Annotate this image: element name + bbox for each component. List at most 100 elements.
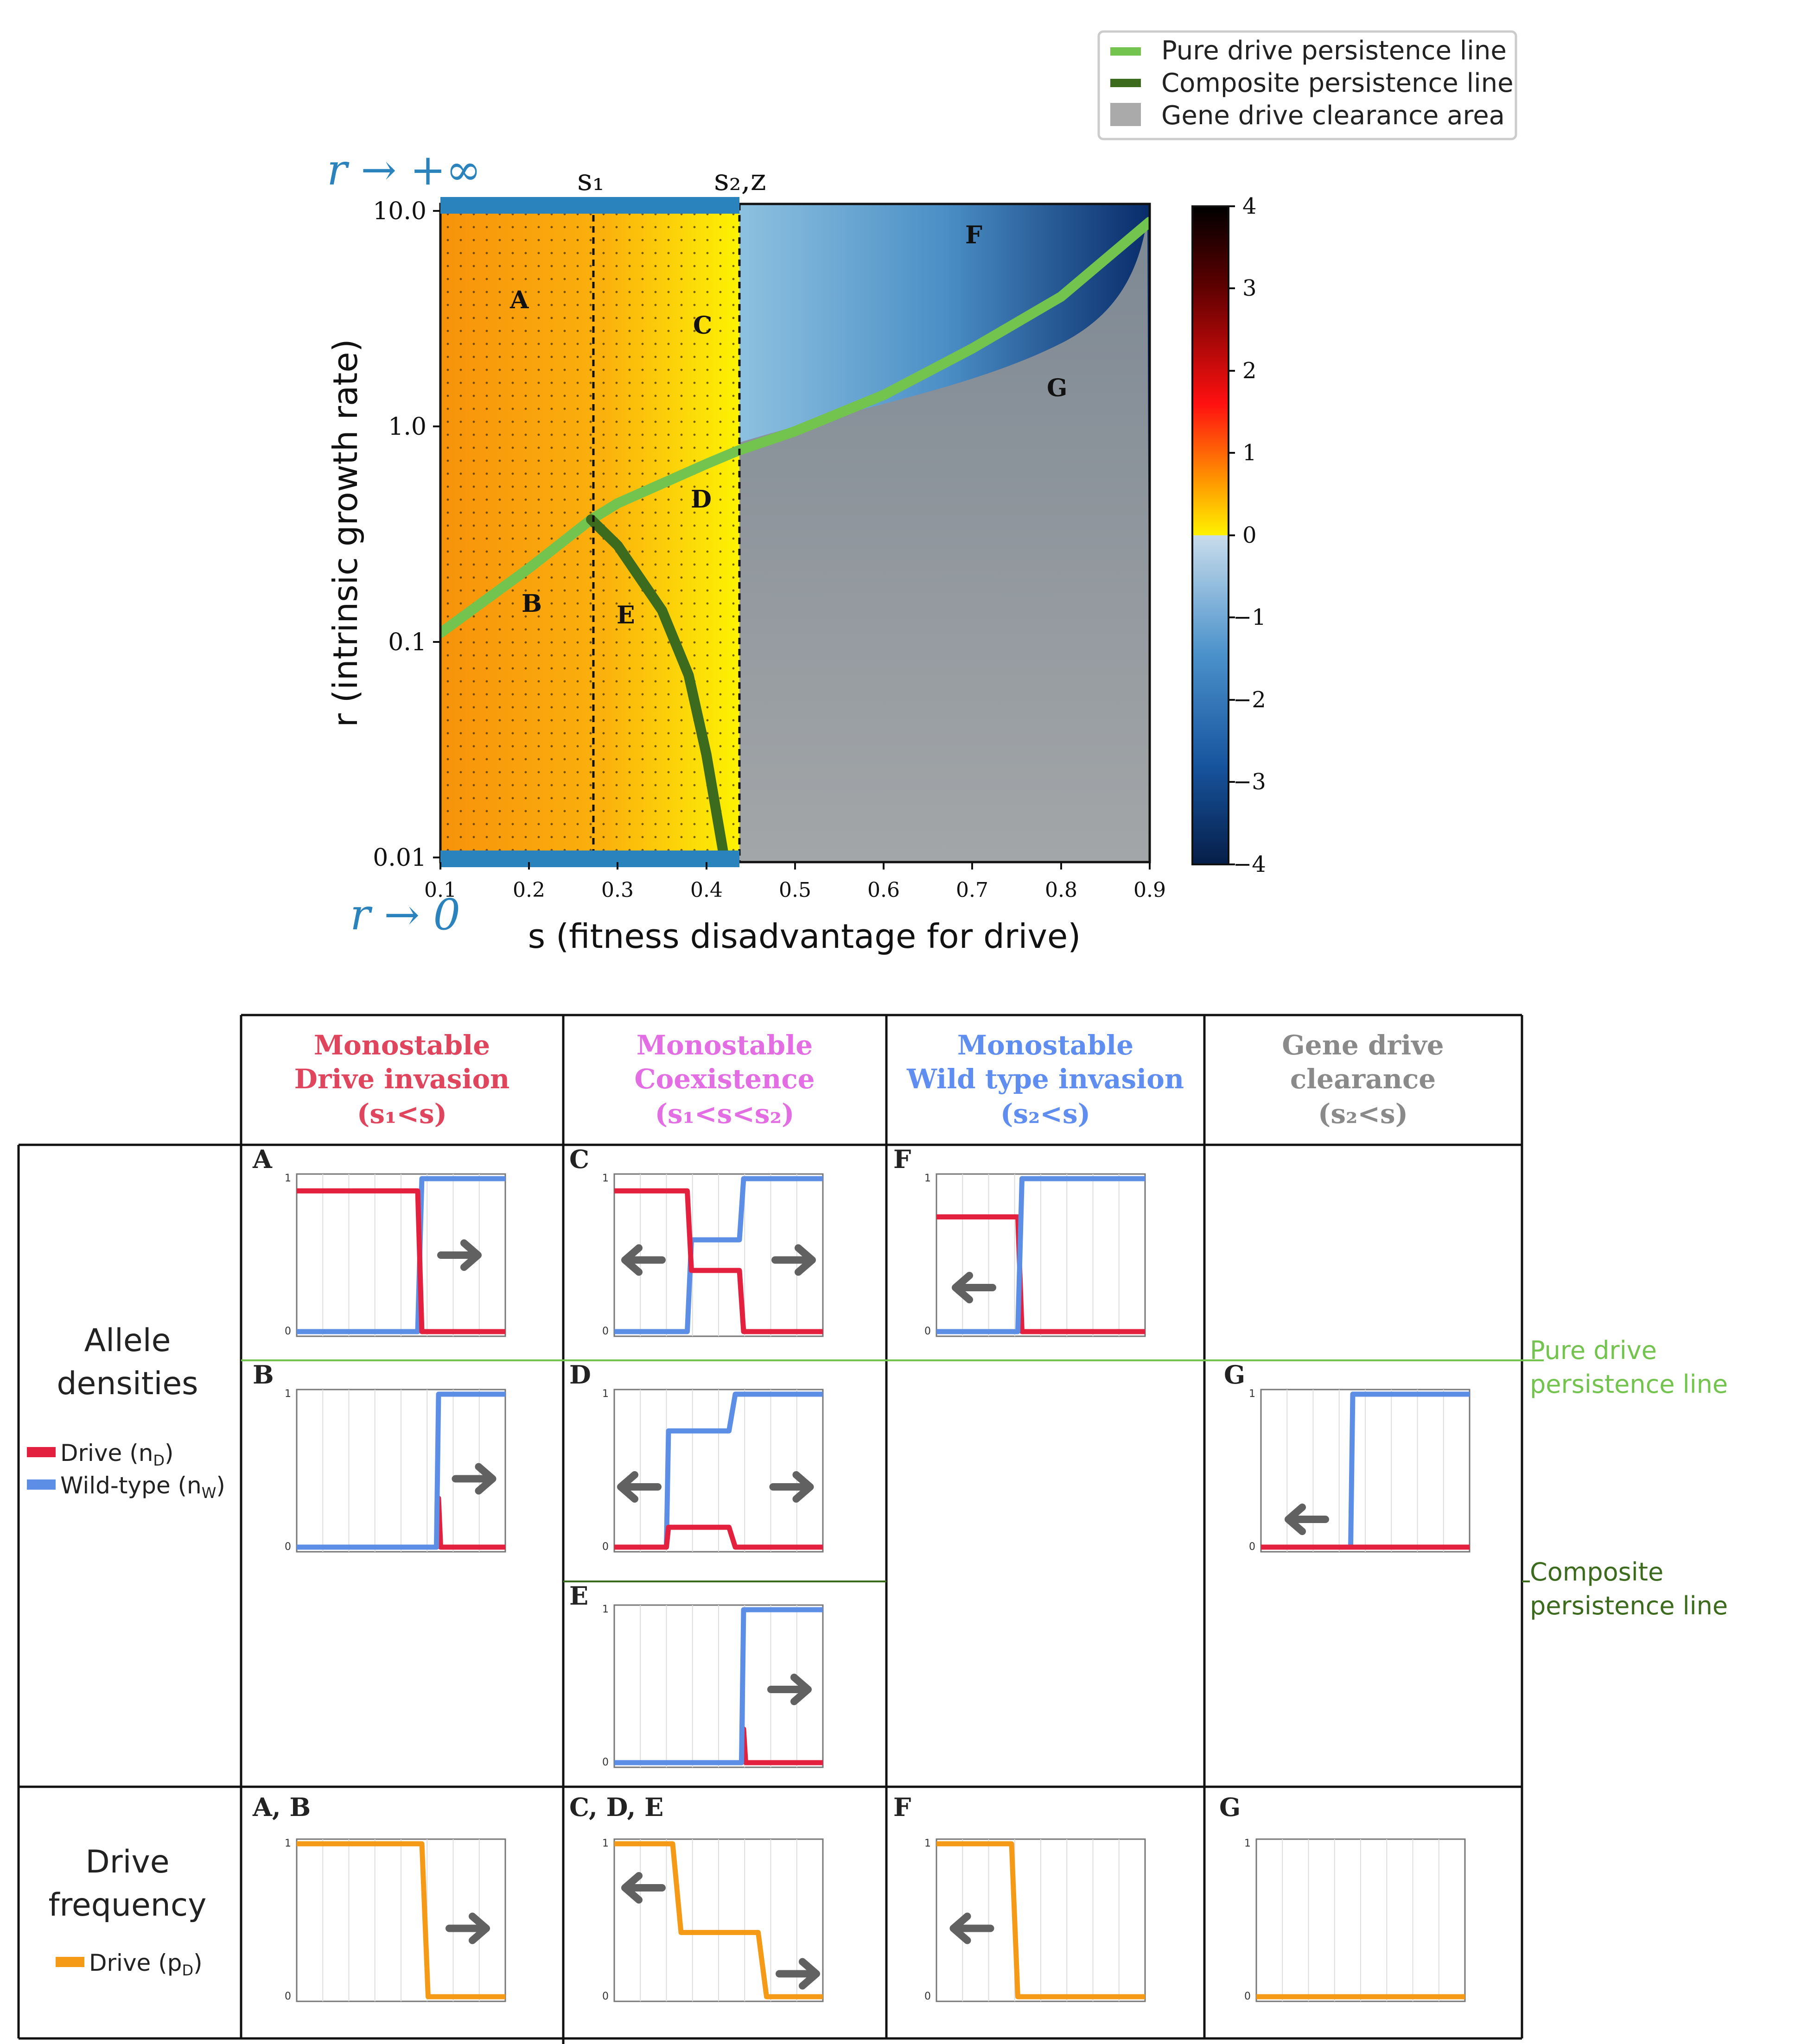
panel-B: 10 (285, 1388, 506, 1553)
row-title: Drive (85, 1844, 169, 1880)
drive-swatch (27, 1447, 56, 1457)
svg-text:Drive (pD): Drive (pD) (89, 1949, 203, 1979)
mini-axis-zero: 0 (602, 1326, 609, 1337)
x-tick: 0.6 (867, 878, 900, 902)
arrow-left-icon (617, 1471, 662, 1503)
freq-curve (936, 1841, 1145, 2000)
freq-swatch (56, 1957, 84, 1967)
region-C: C (693, 311, 712, 340)
y-axis-label: r (intrinsic growth rate) (326, 339, 365, 727)
header-clearance: Gene drive clearance (s₂<s) (1282, 1029, 1444, 1130)
panel-AB-frequency: 10 (285, 1838, 506, 2002)
x-tick: 0.4 (690, 878, 723, 902)
header-wild-invasion: Monostable Wild type invasion (s₂<s) (906, 1029, 1184, 1130)
mini-axis-one: 1 (1249, 1388, 1255, 1400)
r-zero-label: r → 0 (350, 890, 460, 939)
x-axis-label: s (fitness disadvantage for drive) (528, 917, 1081, 956)
r-zero-bar (440, 851, 739, 867)
panel-G: 10 (1249, 1388, 1471, 1553)
arrow-right-icon (776, 1958, 820, 1990)
row-title: Allele (84, 1322, 171, 1359)
header-line: (s₂<s) (1000, 1098, 1090, 1130)
wild-curve (614, 1607, 823, 1765)
side-pure: Pure drive (1530, 1336, 1657, 1365)
cbar-tick: −2 (1233, 687, 1266, 713)
y-tick: 10.0 (373, 197, 427, 225)
mini-axis-one: 1 (924, 1838, 931, 1849)
row2-legend: Drive (pD) (56, 1949, 203, 1979)
side-composite: Composite (1530, 1557, 1663, 1587)
x-axis: 0.1 0.2 0.3 0.4 0.5 0.6 0.7 0.8 0.9 (424, 862, 1166, 902)
mini-axis-zero: 0 (602, 1991, 609, 2002)
header-drive-invasion: Monostable Drive invasion (s₁<s) (294, 1029, 510, 1130)
mini-axis-one: 1 (285, 1173, 291, 1184)
header-coexistence: Monostable Coexistence (s₁<s<s₂) (634, 1029, 815, 1130)
x-tick: 0.9 (1133, 878, 1166, 902)
drive-curve (297, 1188, 505, 1334)
mini-axis-zero: 0 (602, 1541, 609, 1553)
mini-axis-zero: 0 (285, 1991, 291, 2002)
freq-curve (297, 1841, 505, 2000)
mini-axis-one: 1 (1244, 1838, 1251, 1849)
mini-axis-one: 1 (924, 1173, 931, 1184)
panel-letter: F (893, 1792, 911, 1822)
mini-axis-zero: 0 (1244, 1991, 1251, 2002)
wild-curve (936, 1176, 1145, 1334)
region-D: D (691, 485, 712, 514)
mini-axis-zero: 0 (285, 1541, 291, 1553)
phase-diagram: r → +∞ r → 0 s₁ s₂,z A B C D E F G 0.1 0… (326, 145, 1266, 956)
side-pure: persistence line (1530, 1370, 1728, 1399)
table-grid (17, 1014, 1523, 2044)
row1-legend: Drive (nD) Wild-type (nW) (27, 1440, 225, 1502)
wild-curve (297, 1391, 505, 1550)
arrow-right-icon (446, 1912, 490, 1944)
x-tick: 0.5 (779, 878, 811, 902)
panel-letter: F (893, 1144, 911, 1174)
arrow-right-icon (769, 1471, 814, 1503)
mini-axis-one: 1 (602, 1838, 609, 1849)
column-headers: Monostable Drive invasion (s₁<s) Monosta… (294, 1029, 1444, 1130)
panel-letter: G (1224, 1360, 1245, 1390)
region-A: A (509, 286, 529, 314)
composite-line (586, 514, 729, 862)
mini-axis-one: 1 (602, 1388, 609, 1400)
clearance-swatch (1110, 103, 1141, 126)
panel-E: 10 (602, 1604, 824, 1768)
panel-D: 10 (602, 1388, 824, 1553)
panel-F-frequency: 10 (924, 1838, 1146, 2002)
x-tick: 0.2 (513, 878, 545, 902)
mini-axis-zero: 0 (924, 1326, 931, 1337)
panel-C: 10 (602, 1173, 824, 1337)
cbar-tick: 3 (1242, 275, 1257, 301)
arrow-right-icon (452, 1463, 497, 1495)
panel-letter: B (253, 1360, 274, 1390)
header-line: Coexistence (634, 1063, 815, 1095)
panel-letter: C, D, E (569, 1792, 663, 1822)
panel-A: 10 (285, 1173, 506, 1337)
arrow-left-icon (949, 1912, 994, 1944)
mini-axis-one: 1 (602, 1604, 609, 1615)
mini-axis-one: 1 (602, 1173, 609, 1184)
side-composite: persistence line (1530, 1591, 1728, 1620)
cbar-tick: 4 (1242, 193, 1257, 219)
s2z-label: s₂,z (714, 163, 766, 197)
drive-curve (614, 1188, 823, 1334)
header-line: (s₁<s<s₂) (655, 1098, 795, 1130)
mini-axis-zero: 0 (285, 1326, 291, 1337)
composite-line-swatch (1110, 79, 1141, 87)
wild-swatch (27, 1479, 56, 1490)
panel-G-frequency: 10 (1244, 1838, 1466, 2002)
region-G: G (1047, 374, 1067, 402)
header-line: (s₁<s) (357, 1098, 447, 1130)
r-infinity-bar (440, 197, 739, 214)
x-tick: 0.1 (424, 878, 457, 902)
arrow-right-icon (437, 1239, 482, 1271)
region-E: E (617, 601, 635, 629)
legend-pure-label: Pure drive persistence line (1161, 36, 1507, 66)
header-line: Monostable (637, 1029, 813, 1061)
arrow-right-icon (771, 1244, 816, 1276)
drive-curve (614, 1524, 823, 1550)
cbar-tick: 1 (1242, 440, 1257, 466)
